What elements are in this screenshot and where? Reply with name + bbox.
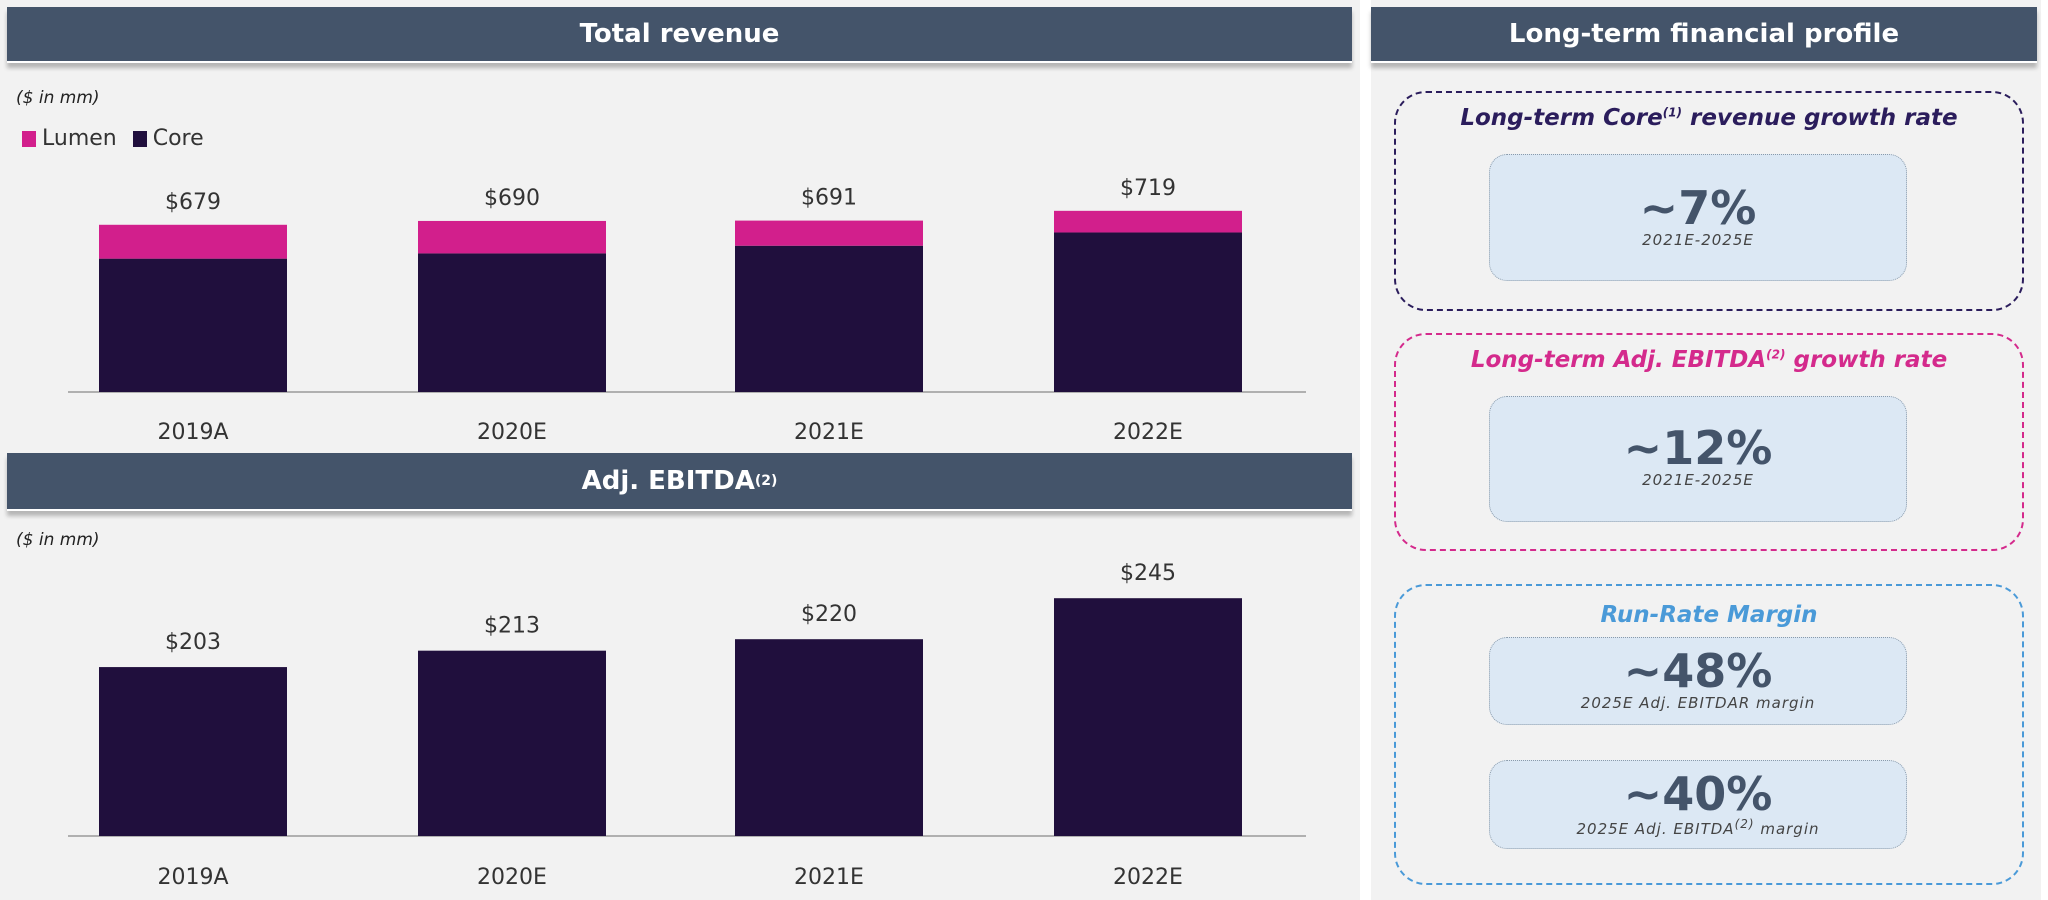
core-growth-value-box: ~7% 2021E-2025E [1489, 154, 1907, 281]
ebitda-growth-value-box: ~12% 2021E-2025E [1489, 396, 1907, 522]
x-tick-label: 2022E [1113, 420, 1183, 445]
footnote: (1) [1662, 105, 1683, 120]
core-growth-title: Long-term Core(1) revenue growth rate [1396, 105, 2022, 131]
total-label: $679 [165, 190, 221, 215]
ebitda-unit: ($ in mm) [16, 530, 100, 550]
ebitda-header: Adj. EBITDA (2) [7, 453, 1352, 511]
ebitda-growth-value: ~12% [1623, 421, 1773, 475]
ebitda-chart: $203 2019A $213 2020E $220 2021E $245 2022E [68, 561, 1306, 890]
footnote: (2) [1734, 817, 1755, 831]
ebitda-margin-label: 2025E Adj. EBITDA(2) margin [1490, 817, 1906, 838]
ebitdar-margin-value: ~48% [1623, 644, 1773, 698]
core-swatch [132, 130, 147, 147]
x-tick-label: 2019A [157, 420, 228, 445]
title-text: growth rate [1785, 347, 1948, 373]
revenue-header: Total revenue [7, 7, 1352, 63]
bar-ebitda-2021E [735, 639, 923, 836]
ebitda-growth-title: Long-term Adj. EBITDA(2) growth rate [1396, 347, 2022, 373]
x-tick-label: 2021E [794, 865, 864, 890]
bar-ebitda-2022E [1054, 598, 1242, 836]
x-tick-label: 2021E [794, 420, 864, 445]
bar-lumen-2021E [735, 220, 923, 246]
label-text: 2025E Adj. EBITDA [1576, 820, 1735, 838]
legend-core: Core [152, 126, 204, 151]
x-tick-label: 2020E [477, 420, 547, 445]
footnote: (2) [1766, 347, 1786, 362]
label-text: margin [1754, 820, 1820, 838]
total-label: $690 [484, 186, 540, 211]
value-label: $203 [165, 630, 221, 655]
ebitda-growth-period: 2021E-2025E [1642, 471, 1754, 489]
total-label: $719 [1120, 176, 1176, 201]
bar-lumen-2022E [1054, 210, 1242, 233]
title-text: Long-term Core [1460, 105, 1663, 131]
revenue-unit: ($ in mm) [16, 88, 100, 108]
legend-lumen: Lumen [42, 126, 117, 151]
ebitdar-margin-label: 2025E Adj. EBITDAR margin [1580, 694, 1816, 712]
core-growth-box: Long-term Core(1) revenue growth rate [1394, 91, 2024, 311]
title-text: revenue growth rate [1682, 105, 1958, 131]
ebitda-header-title: Adj. EBITDA [581, 466, 755, 496]
revenue-header-title: Total revenue [579, 19, 780, 49]
bar-ebitda-2020E [418, 650, 606, 836]
x-tick-label: 2019A [157, 865, 228, 890]
lumen-swatch [22, 130, 36, 147]
bar-lumen-2020E [418, 220, 606, 254]
x-tick-label: 2020E [477, 865, 547, 890]
profile-header-title: Long-term financial profile [1508, 19, 1900, 49]
core-growth-value: ~7% [1639, 181, 1757, 235]
revenue-legend: Lumen Core [22, 126, 204, 151]
revenue-chart: $679 2019A $690 2020E $691 2021E $719 2022E [68, 176, 1306, 445]
bar-core-2022E [1054, 232, 1242, 392]
total-label: $691 [801, 186, 857, 211]
margin-box: Run-Rate Margin [1394, 584, 2024, 885]
bar-core-2020E [418, 253, 606, 392]
ebitda-margin-box: ~40% 2025E Adj. EBITDA(2) margin [1489, 760, 1907, 849]
bar-core-2019A [99, 258, 287, 392]
value-label: $213 [484, 614, 540, 639]
margin-title: Run-Rate Margin [1600, 602, 1818, 628]
value-label: $245 [1120, 561, 1176, 586]
title-text: Long-term Adj. EBITDA [1470, 347, 1767, 373]
bar-core-2021E [735, 245, 923, 392]
ebitda-growth-box: Long-term Adj. EBITDA(2) growth rate [1394, 333, 2024, 551]
value-label: $220 [801, 602, 857, 627]
profile-header: Long-term financial profile [1371, 7, 2037, 63]
x-tick-label: 2022E [1113, 865, 1183, 890]
bar-lumen-2019A [99, 224, 287, 259]
core-growth-period: 2021E-2025E [1642, 231, 1754, 249]
bar-ebitda-2019A [99, 667, 287, 836]
ebitda-margin-value: ~40% [1623, 767, 1773, 821]
ebitdar-margin-box: ~48% 2025E Adj. EBITDAR margin [1489, 637, 1907, 725]
ebitda-header-sup: (2) [754, 473, 778, 489]
